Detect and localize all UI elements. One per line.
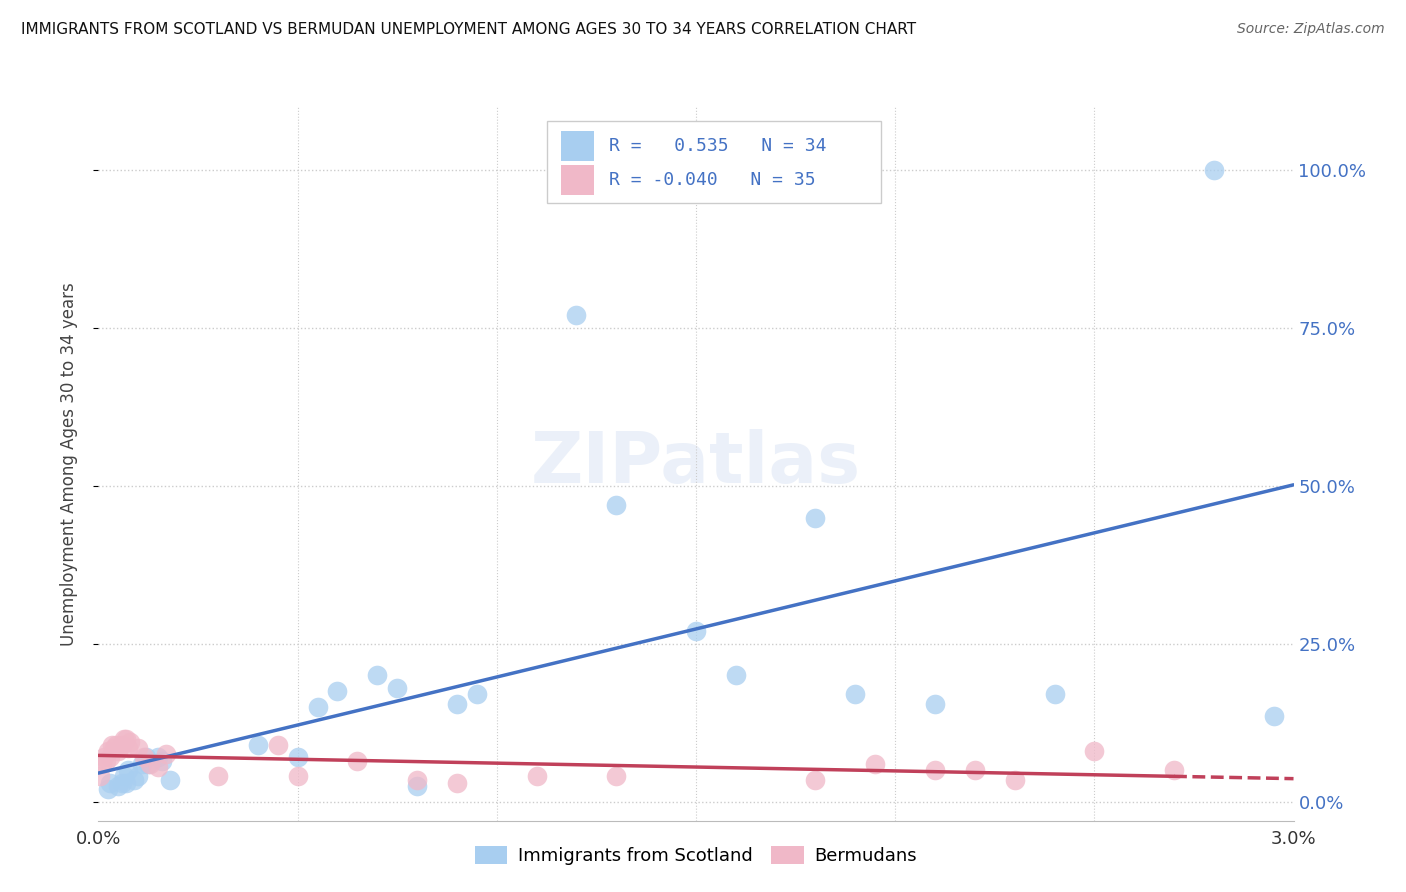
Point xyxy=(287,769,309,783)
Point xyxy=(159,772,181,787)
Text: ZIPatlas: ZIPatlas xyxy=(531,429,860,499)
Point xyxy=(287,750,309,764)
Point xyxy=(1083,744,1105,758)
Point xyxy=(134,750,156,764)
Point xyxy=(117,763,139,777)
Point xyxy=(112,731,135,746)
Point xyxy=(112,769,135,783)
Point xyxy=(605,498,627,512)
Text: R = -0.040   N = 35: R = -0.040 N = 35 xyxy=(609,171,815,189)
Point xyxy=(150,754,173,768)
Y-axis label: Unemployment Among Ages 30 to 34 years: Unemployment Among Ages 30 to 34 years xyxy=(59,282,77,646)
Point xyxy=(127,769,149,783)
Point xyxy=(127,741,149,756)
Text: IMMIGRANTS FROM SCOTLAND VS BERMUDAN UNEMPLOYMENT AMONG AGES 30 TO 34 YEARS CORR: IMMIGRANTS FROM SCOTLAND VS BERMUDAN UNE… xyxy=(21,22,917,37)
Point xyxy=(103,741,125,756)
Point xyxy=(406,772,429,787)
Point xyxy=(155,747,177,762)
Point xyxy=(101,738,124,752)
Point xyxy=(93,750,115,764)
Point xyxy=(98,776,122,790)
Point xyxy=(924,763,946,777)
Point xyxy=(96,754,118,768)
Point xyxy=(724,668,747,682)
Point xyxy=(326,684,349,698)
Point xyxy=(136,756,159,771)
Point xyxy=(446,697,468,711)
Point xyxy=(98,750,122,764)
Point xyxy=(465,687,488,701)
Point xyxy=(267,738,290,752)
Point xyxy=(924,697,946,711)
Point xyxy=(1202,163,1225,178)
Point xyxy=(89,769,111,783)
Text: Source: ZipAtlas.com: Source: ZipAtlas.com xyxy=(1237,22,1385,37)
Point xyxy=(446,776,468,790)
Point xyxy=(1043,687,1066,701)
Point xyxy=(307,700,329,714)
Point xyxy=(124,772,146,787)
Point xyxy=(148,750,170,764)
Point xyxy=(111,776,134,790)
FancyBboxPatch shape xyxy=(561,165,595,194)
Text: R =   0.535   N = 34: R = 0.535 N = 34 xyxy=(609,136,827,154)
Point xyxy=(207,769,229,783)
Point xyxy=(605,769,627,783)
Point xyxy=(107,744,129,758)
Point xyxy=(131,756,153,771)
Point xyxy=(406,779,429,793)
Point xyxy=(844,687,866,701)
Point xyxy=(804,510,827,524)
Legend: Immigrants from Scotland, Bermudans: Immigrants from Scotland, Bermudans xyxy=(468,838,924,872)
Point xyxy=(148,760,170,774)
Point xyxy=(105,738,128,752)
Point xyxy=(97,744,120,758)
Point xyxy=(1163,763,1185,777)
Point xyxy=(366,668,388,682)
Point xyxy=(115,731,138,746)
FancyBboxPatch shape xyxy=(561,130,595,161)
FancyBboxPatch shape xyxy=(547,121,882,203)
Point xyxy=(1263,709,1285,723)
Point xyxy=(385,681,409,695)
Point xyxy=(97,782,120,797)
Point xyxy=(565,309,588,323)
Point xyxy=(346,754,368,768)
Point xyxy=(117,741,139,756)
Point xyxy=(111,738,134,752)
Point xyxy=(685,624,707,639)
Point xyxy=(804,772,827,787)
Point xyxy=(1004,772,1026,787)
Point xyxy=(115,776,138,790)
Point xyxy=(526,769,548,783)
Point xyxy=(135,750,157,764)
Point xyxy=(91,756,114,771)
Point xyxy=(139,756,162,771)
Point xyxy=(107,779,129,793)
Point xyxy=(963,763,986,777)
Point xyxy=(863,756,887,771)
Point xyxy=(120,735,142,749)
Point xyxy=(246,738,269,752)
